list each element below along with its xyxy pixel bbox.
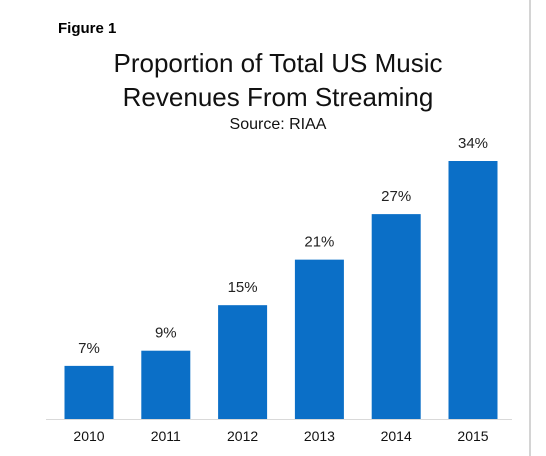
x-tick-label-2012: 2012 xyxy=(227,428,258,444)
bar-2012 xyxy=(218,305,268,419)
data-label-2013: 21% xyxy=(304,234,334,251)
page-edge-divider xyxy=(529,0,531,456)
chart-subtitle: Source: RIAA xyxy=(229,116,327,133)
bar-2015 xyxy=(448,161,498,419)
chart-title-line-1: Proportion of Total US Music xyxy=(113,48,443,78)
bar-2013 xyxy=(294,259,344,419)
bar-2011 xyxy=(141,350,191,419)
chart-title-line-2: Revenues From Streaming xyxy=(122,82,434,112)
data-label-2010: 7% xyxy=(78,340,100,357)
x-tick-label-2010: 2010 xyxy=(73,428,104,444)
figure-label: Figure 1 xyxy=(58,20,117,37)
x-tick-label-2011: 2011 xyxy=(151,428,181,444)
x-tick-label-2013: 2013 xyxy=(304,428,335,444)
x-tick-label-2015: 2015 xyxy=(457,428,488,444)
data-label-2015: 34% xyxy=(458,135,488,152)
bar-2010 xyxy=(64,365,114,419)
data-label-2012: 15% xyxy=(228,279,258,296)
data-label-2011: 9% xyxy=(155,325,177,342)
bar-2014 xyxy=(371,214,421,419)
x-tick-label-2014: 2014 xyxy=(381,428,412,444)
data-label-2014: 27% xyxy=(381,188,411,205)
chart-title: Proportion of Total US Music Revenues Fr… xyxy=(0,46,546,114)
